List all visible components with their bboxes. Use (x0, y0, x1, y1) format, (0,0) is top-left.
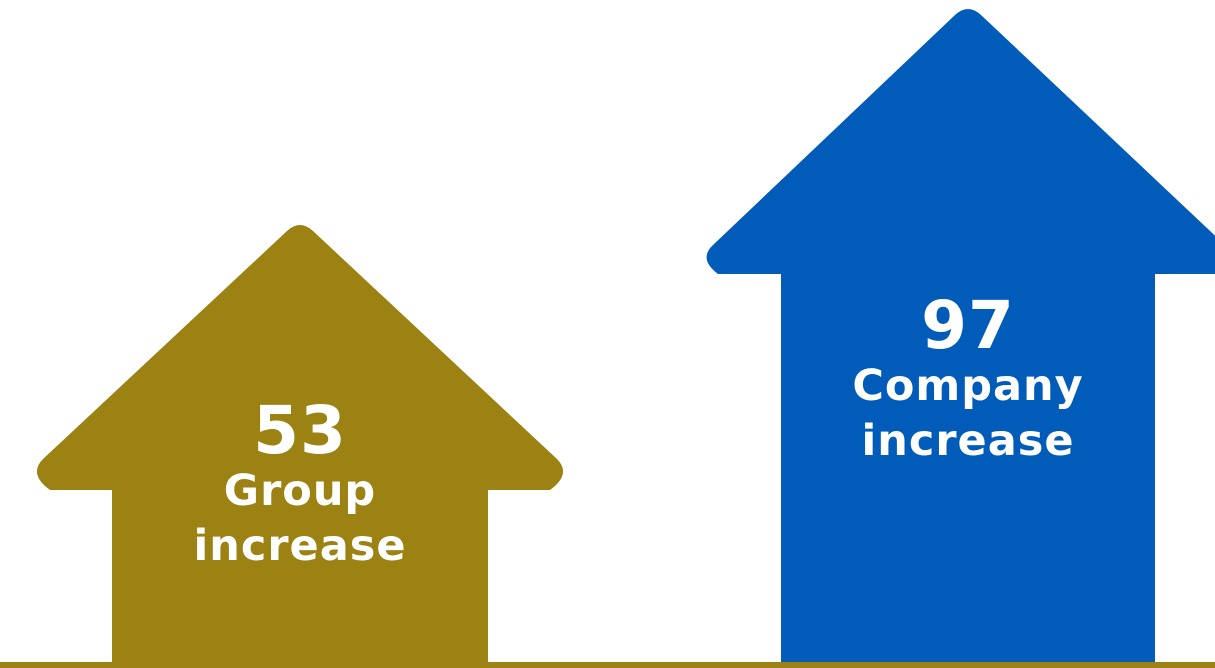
baseline-divider (0, 662, 1215, 668)
group-arrow (36, 225, 564, 668)
company-arrow-text: 97 Company increase (781, 293, 1155, 469)
company-arrow-head (706, 9, 1215, 274)
group-arrow-head (36, 225, 564, 490)
group-label-line1: Group (223, 466, 377, 516)
company-label-line2: increase (861, 416, 1075, 466)
group-value: 53 (253, 392, 347, 469)
company-label-line1: Company (852, 361, 1084, 411)
company-arrow-shaft (781, 268, 1155, 668)
company-arrow (706, 9, 1215, 668)
group-arrow-shaft (112, 484, 488, 668)
company-value: 97 (921, 287, 1015, 364)
group-arrow-text: 53 Group increase (112, 398, 488, 574)
group-label-line2: increase (193, 521, 407, 571)
